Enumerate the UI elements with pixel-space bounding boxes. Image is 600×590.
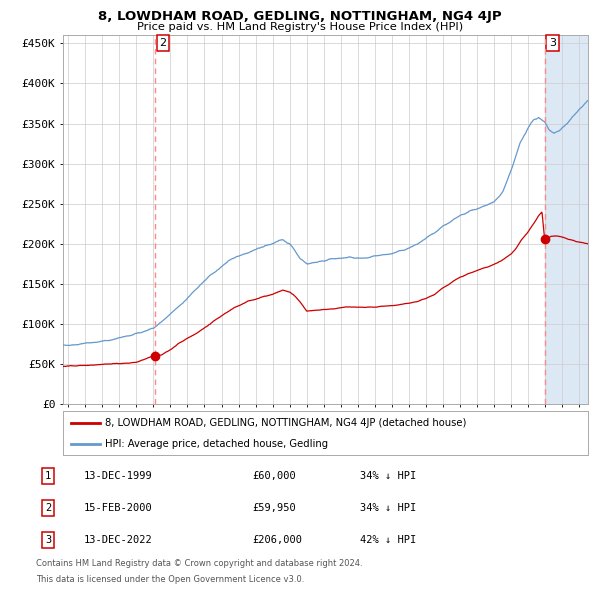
Text: 34% ↓ HPI: 34% ↓ HPI <box>360 471 416 481</box>
Text: 42% ↓ HPI: 42% ↓ HPI <box>360 535 416 545</box>
Text: 2: 2 <box>160 38 167 48</box>
Text: Price paid vs. HM Land Registry's House Price Index (HPI): Price paid vs. HM Land Registry's House … <box>137 22 463 32</box>
Text: 8, LOWDHAM ROAD, GEDLING, NOTTINGHAM, NG4 4JP: 8, LOWDHAM ROAD, GEDLING, NOTTINGHAM, NG… <box>98 10 502 23</box>
Text: 15-FEB-2000: 15-FEB-2000 <box>84 503 153 513</box>
Text: £60,000: £60,000 <box>252 471 296 481</box>
Text: Contains HM Land Registry data © Crown copyright and database right 2024.: Contains HM Land Registry data © Crown c… <box>36 559 362 568</box>
Text: 3: 3 <box>45 535 51 545</box>
Text: 34% ↓ HPI: 34% ↓ HPI <box>360 503 416 513</box>
Text: £206,000: £206,000 <box>252 535 302 545</box>
Text: 1: 1 <box>45 471 51 481</box>
Text: HPI: Average price, detached house, Gedling: HPI: Average price, detached house, Gedl… <box>105 438 328 448</box>
Text: 8, LOWDHAM ROAD, GEDLING, NOTTINGHAM, NG4 4JP (detached house): 8, LOWDHAM ROAD, GEDLING, NOTTINGHAM, NG… <box>105 418 466 428</box>
Text: 13-DEC-1999: 13-DEC-1999 <box>84 471 153 481</box>
Text: 2: 2 <box>45 503 51 513</box>
Text: This data is licensed under the Open Government Licence v3.0.: This data is licensed under the Open Gov… <box>36 575 304 584</box>
Text: 3: 3 <box>549 38 556 48</box>
Text: 13-DEC-2022: 13-DEC-2022 <box>84 535 153 545</box>
Bar <box>545 35 588 404</box>
Text: £59,950: £59,950 <box>252 503 296 513</box>
